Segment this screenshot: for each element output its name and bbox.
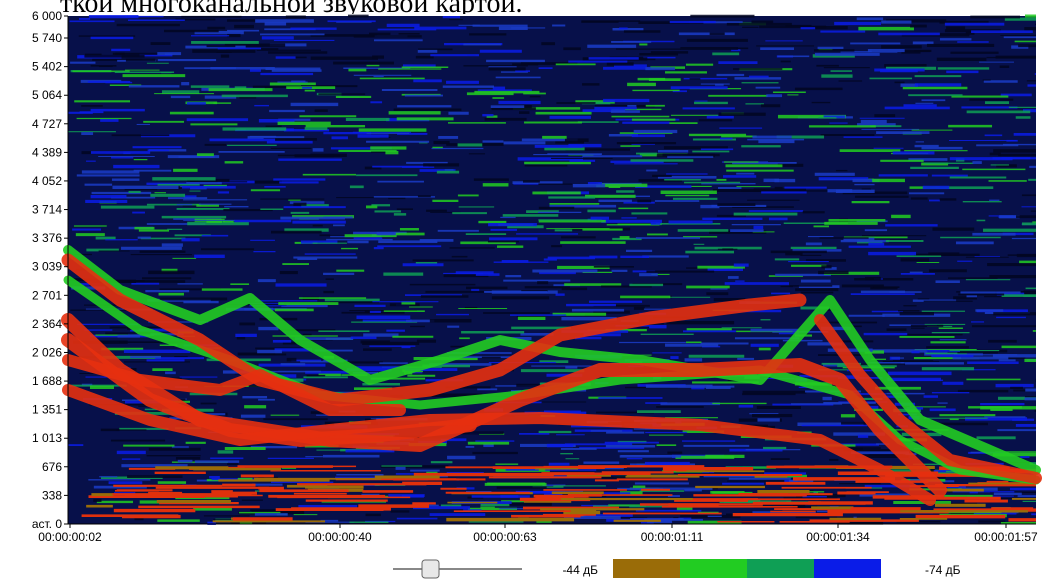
- controls: -44 дБ -74 дБ: [393, 559, 961, 579]
- y-tick-label: 5 064: [32, 88, 62, 102]
- legend-max-label: -44 дБ: [562, 563, 598, 577]
- y-tick-label: 2 701: [32, 288, 62, 302]
- signal-track: [814, 314, 1042, 484]
- y-tick-label: 5 740: [32, 31, 62, 45]
- y-tick-label: 5 402: [32, 60, 62, 74]
- legend-swatch: [613, 559, 680, 578]
- signal-track: [61, 253, 807, 407]
- x-tick-label: 00:00:01:11: [641, 530, 704, 544]
- y-tick-label: 338: [42, 488, 62, 502]
- y-tick-label: 1 013: [32, 431, 62, 445]
- y-tick-label: 2 364: [32, 317, 62, 331]
- x-tick-label: 00:00:01:34: [806, 530, 870, 544]
- gain-slider-thumb[interactable]: [421, 559, 440, 579]
- signal-track: [62, 384, 936, 506]
- y-tick-label: 676: [42, 460, 62, 474]
- y-tick-label: 1 351: [32, 403, 62, 417]
- y-tick-label: 4 389: [32, 145, 62, 159]
- y-tick-label: 4 052: [32, 174, 62, 188]
- y-tick-label: 2 026: [32, 345, 62, 359]
- plot-area: [61, 14, 1042, 526]
- y-tick-label: 1 688: [32, 374, 62, 388]
- legend-swatch: [680, 559, 747, 578]
- y-tick-label: 6 000: [32, 9, 62, 23]
- x-tick-label: 00:00:00:40: [308, 530, 372, 544]
- y-tick-label: аст. 0: [32, 517, 63, 531]
- legend-min-label: -74 дБ: [925, 563, 961, 577]
- legend-swatch: [747, 559, 814, 578]
- axes: аст. 0 338 676 1 013 1 351 1 688 2 026 2 364 2 7…: [32, 9, 1038, 544]
- x-tick-label: 00:00:00:63: [473, 530, 537, 544]
- legend-swatch: [814, 559, 881, 578]
- y-tick-label: 3 039: [32, 260, 62, 274]
- x-tick-label: 00:00:01:57: [974, 530, 1038, 544]
- x-tick-label: 00:00:00:02: [38, 530, 102, 544]
- y-tick-label: 3 714: [32, 203, 62, 217]
- y-tick-label: 3 376: [32, 231, 62, 245]
- signal-track: [62, 354, 406, 416]
- y-tick-label: 4 727: [32, 117, 62, 131]
